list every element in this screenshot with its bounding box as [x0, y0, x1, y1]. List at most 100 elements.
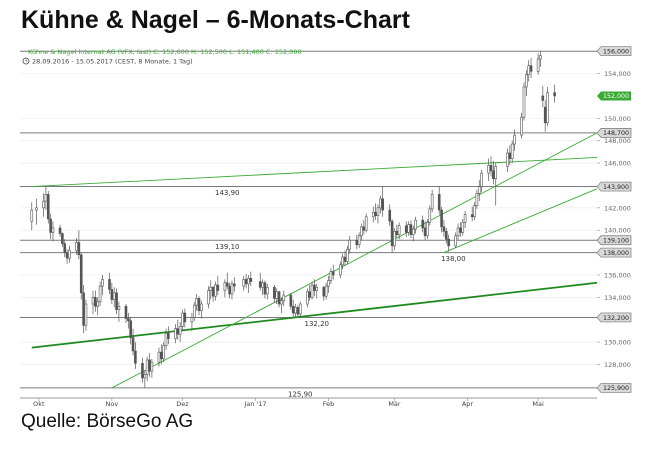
x-tick-label: Mär: [388, 400, 401, 408]
candle-body: [357, 235, 361, 246]
level-tag: [596, 312, 632, 323]
candle-body: [543, 106, 547, 124]
candle-body: [541, 95, 545, 101]
candle-body: [407, 224, 410, 233]
candle-body: [456, 227, 460, 237]
info-line-1: Kühne & Nagel Internat AG (VFX, last) C:…: [28, 48, 302, 56]
candle-body: [421, 219, 425, 229]
candle-body: [296, 307, 300, 315]
candle-body: [308, 291, 311, 298]
candle-body: [211, 286, 215, 297]
candle-body: [197, 298, 201, 312]
level-tag-label: 125,900: [603, 385, 629, 392]
level-tag: [596, 181, 632, 192]
candle-body: [376, 207, 380, 216]
candle-body: [164, 332, 168, 346]
candle-body: [463, 214, 467, 223]
x-tick-label: Jan '17: [243, 400, 266, 408]
y-tick-label: 128,000: [604, 361, 631, 369]
candle-body: [160, 351, 163, 360]
candle-body: [506, 152, 509, 167]
candle-body: [51, 227, 55, 233]
candle-body: [291, 305, 295, 314]
candle-body: [492, 170, 495, 180]
candle-body: [181, 312, 184, 327]
candle-body: [143, 374, 147, 379]
source-caption: Quelle: BörseGo AG: [21, 411, 194, 432]
candle-body: [364, 216, 368, 231]
candle-body: [343, 256, 347, 262]
candle-body: [167, 332, 170, 340]
candle-body: [84, 303, 88, 326]
candle-body: [315, 286, 319, 291]
candle-body: [108, 279, 111, 290]
grid-layer: [20, 73, 600, 401]
candle-body: [459, 227, 462, 233]
candle-body: [176, 328, 180, 335]
candle-body: [525, 74, 528, 88]
y-tick-label: 136,000: [604, 271, 631, 279]
candle-body: [428, 208, 432, 223]
x-tick-label: Nov: [106, 400, 119, 408]
candle-body: [444, 231, 448, 240]
candle-body: [395, 231, 399, 235]
trendline: [31, 157, 598, 188]
candle-body: [371, 211, 375, 218]
candle-body: [49, 218, 52, 233]
candle-body: [298, 303, 302, 315]
candle-body: [280, 300, 283, 305]
candle-body: [192, 304, 196, 318]
candle-body: [477, 186, 481, 194]
candle-body: [65, 252, 69, 259]
candle-body: [346, 248, 349, 262]
candle-body: [520, 116, 523, 136]
candle-body: [249, 277, 253, 282]
clock-icon: [22, 57, 30, 65]
level-tag: [596, 247, 632, 258]
candle-body: [461, 222, 465, 233]
level-annotation: 139,10: [215, 243, 240, 251]
y-tick-label: 142,000: [604, 204, 631, 212]
candle-body: [79, 254, 83, 294]
candle-body: [527, 65, 531, 75]
candle-body: [355, 239, 359, 246]
candle-body: [381, 198, 384, 211]
candle-body: [190, 317, 194, 323]
candle-body: [440, 209, 443, 228]
level-annotation: 132,20: [304, 320, 329, 328]
candle-body: [98, 285, 102, 303]
candle-body: [475, 192, 479, 206]
candle-body: [374, 211, 377, 216]
trendline: [31, 281, 598, 349]
trendlines-layer: [31, 132, 598, 389]
candle-body: [327, 280, 330, 287]
level-tag: [596, 235, 632, 246]
candle-body: [183, 312, 187, 323]
candle-body: [348, 239, 352, 250]
candle-body: [127, 318, 130, 322]
x-tick-label: Okt: [33, 400, 45, 408]
candle-body: [134, 350, 137, 364]
candle-body: [536, 58, 540, 72]
candle-body: [275, 291, 279, 299]
candles-layer: [30, 51, 556, 388]
candle-body: [553, 92, 556, 97]
candle-body: [261, 282, 264, 288]
trendline: [443, 188, 598, 253]
candle-body: [244, 279, 248, 285]
candle-body: [141, 363, 144, 379]
candle-body: [35, 207, 38, 211]
candle-body: [390, 220, 394, 247]
level-tag-label: 132,200: [603, 315, 629, 322]
candle-body: [200, 303, 203, 312]
level-tag: [596, 46, 632, 57]
candle-body: [282, 294, 286, 301]
candle-body: [329, 271, 333, 281]
candle-body: [178, 326, 182, 335]
candle-body: [233, 283, 236, 287]
candle-body: [289, 294, 293, 307]
candle-body: [247, 277, 250, 285]
candle-body: [379, 198, 382, 209]
level-tag-label: 156,000: [603, 48, 629, 55]
